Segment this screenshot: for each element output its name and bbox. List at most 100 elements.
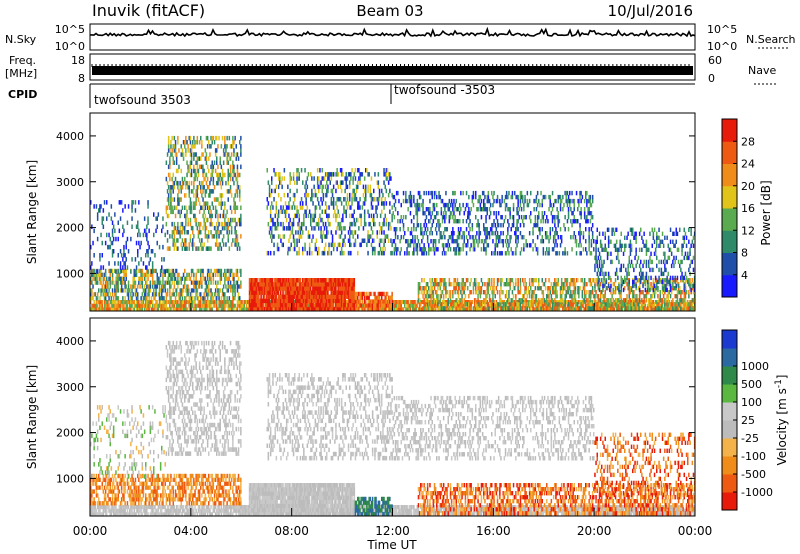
power-echo-cell	[340, 201, 343, 206]
power-echo-cell	[150, 272, 153, 277]
power-echo-cell	[487, 286, 490, 291]
power-echo-cell	[244, 307, 247, 312]
power-echo-cell	[596, 278, 598, 283]
power-echo-cell	[200, 280, 202, 285]
power-echo-cell	[182, 288, 185, 293]
power-echo-cell	[302, 201, 304, 206]
power-echo-cell	[322, 197, 325, 202]
power-echo-cell	[353, 278, 356, 283]
power-echo-cell	[194, 140, 196, 145]
power-echo-cell	[518, 306, 520, 311]
power-echo-cell	[342, 286, 344, 291]
power-echo-cell	[565, 300, 567, 305]
power-echo-cell	[455, 282, 457, 287]
power-echo-cell	[622, 303, 625, 308]
power-echo-cell	[173, 185, 176, 190]
power-echo-cell	[217, 230, 219, 235]
power-echo-cell	[633, 300, 635, 305]
power-echo-cell	[479, 286, 482, 291]
power-echo-cell	[270, 294, 273, 299]
power-echo-cell	[271, 294, 274, 299]
power-echo-cell	[536, 307, 539, 312]
power-echo-cell	[114, 268, 116, 274]
power-echo-cell	[277, 282, 280, 287]
power-echo-cell	[171, 205, 173, 210]
power-echo-cell	[235, 156, 237, 161]
power-echo-cell	[108, 303, 110, 308]
power-echo-cell	[385, 299, 388, 304]
power-echo-cell	[518, 290, 520, 295]
power-echo-cell	[219, 172, 221, 178]
power-echo-cell	[125, 268, 127, 274]
power-echo-cell	[204, 300, 207, 305]
power-echo-cell	[507, 306, 509, 311]
power-echo-cell	[632, 307, 634, 312]
power-echo-cell	[344, 294, 346, 299]
power-echo-cell	[180, 144, 182, 149]
power-echo-cell	[188, 303, 190, 308]
power-echo-cell	[288, 205, 290, 210]
power-echo-cell	[189, 152, 192, 157]
power-echo-cell	[588, 306, 590, 311]
power-echo-cell	[208, 272, 210, 277]
power-echo-cell	[269, 286, 272, 291]
power-echo-cell	[445, 290, 447, 295]
power-echo-cell	[219, 300, 221, 305]
power-echo-cell	[177, 225, 179, 231]
power-echo-cell	[230, 209, 233, 215]
power-echo-cell	[254, 278, 257, 283]
power-echo-cell	[173, 160, 176, 165]
power-echo-cell	[515, 306, 517, 311]
power-echo-cell	[436, 294, 438, 299]
power-echo-cell	[446, 300, 448, 305]
power-echo-cell	[274, 278, 276, 283]
power-echo-cell	[211, 300, 213, 305]
power-echo-cell	[101, 300, 103, 305]
power-echo-cell	[216, 209, 218, 215]
power-echo-cell	[321, 290, 323, 295]
power-echo-cell	[352, 298, 354, 304]
power-echo-cell	[582, 286, 585, 291]
power-echo-cell	[209, 221, 211, 227]
power-echo-cell	[438, 282, 440, 287]
power-echo-cell	[444, 306, 446, 311]
power-echo-cell	[165, 268, 168, 274]
power-echo-cell	[211, 296, 213, 301]
power-echo-cell	[337, 172, 339, 177]
power-echo-cell	[488, 278, 491, 283]
power-echo-cell	[426, 290, 429, 295]
power-echo-cell	[229, 164, 232, 170]
power-echo-cell	[439, 306, 441, 311]
power-echo-cell	[666, 302, 668, 307]
power-echo-cell	[431, 278, 433, 283]
power-echo-cell	[476, 303, 478, 308]
power-echo-cell	[306, 184, 309, 190]
power-echo-cell	[352, 290, 354, 295]
power-echo-cell	[475, 290, 477, 295]
power-echo-cell	[597, 286, 600, 291]
power-echo-cell	[287, 302, 290, 308]
power-echo-cell	[344, 278, 346, 283]
power-echo-cell	[220, 176, 223, 182]
power-echo-cell	[692, 298, 695, 303]
power-echo-cell	[262, 302, 265, 308]
power-echo-cell	[297, 209, 299, 214]
power-echo-cell	[224, 292, 226, 297]
power-echo-cell	[271, 176, 273, 181]
power-echo-cell	[332, 201, 335, 206]
power-echo-cell	[368, 300, 370, 305]
power-echo-cell	[221, 225, 224, 231]
power-echo-cell	[684, 298, 687, 303]
freq-tick-high: 18	[71, 54, 85, 67]
power-echo-cell	[676, 306, 679, 311]
power-echo-cell	[195, 280, 197, 285]
power-echo-cell	[573, 282, 575, 287]
power-echo-cell	[271, 302, 274, 308]
power-echo-cell	[300, 298, 303, 304]
power-echo-cell	[318, 226, 320, 231]
power-echo-cell	[574, 307, 577, 312]
power-echo-cell	[315, 298, 318, 304]
power-echo-cell	[104, 307, 107, 312]
power-echo-cell	[625, 278, 627, 283]
power-echo-cell	[134, 288, 137, 293]
